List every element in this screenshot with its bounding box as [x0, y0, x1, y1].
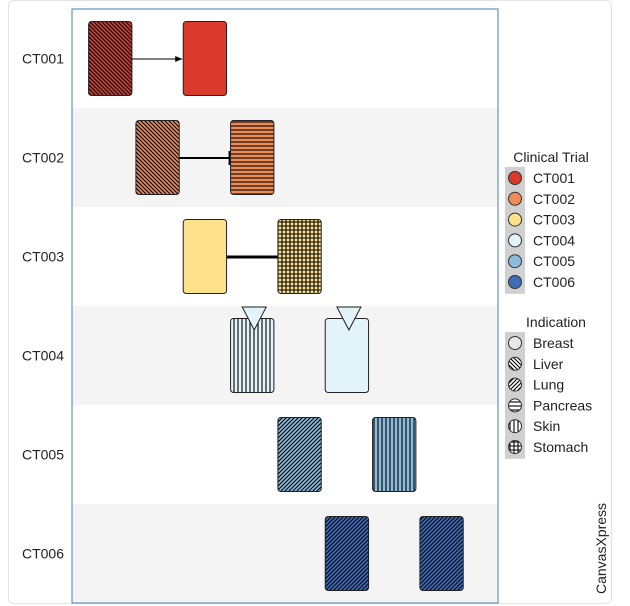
milestone-marker — [336, 306, 362, 332]
task-bars — [88, 21, 464, 591]
legend-label: CT003 — [533, 212, 575, 228]
legend-marker — [508, 191, 522, 206]
legend-swatch-bg — [505, 167, 525, 294]
task-bar — [135, 120, 180, 195]
task-bar — [372, 417, 417, 492]
watermark-text: CanvasXpress — [593, 503, 609, 594]
task-bar — [88, 21, 133, 96]
row-bands — [72, 9, 498, 603]
legend-marker — [508, 419, 522, 434]
y-tick-label: CT003 — [22, 249, 64, 265]
legend-label: CT004 — [533, 232, 575, 248]
task-bar — [419, 516, 464, 591]
legend: Clinical Trial CT001 CT002 CT003 CT004 CT005 C… — [505, 149, 592, 459]
legend-marker — [508, 398, 522, 413]
task-bar — [230, 120, 275, 195]
legend-label: Lung — [533, 377, 564, 393]
legend-marker — [508, 440, 522, 454]
y-tick-label: CT002 — [22, 150, 64, 166]
row-band-ct004 — [72, 306, 498, 405]
legend-label: Breast — [533, 335, 574, 351]
dependency-links — [131, 56, 278, 259]
legend-label: Skin — [533, 418, 560, 434]
task-bar — [324, 318, 370, 393]
plot-area-border — [71, 8, 499, 604]
y-tick-label: CT001 — [22, 51, 64, 67]
legend-label: CT002 — [533, 191, 575, 207]
task-bar — [230, 318, 275, 393]
task-bar — [324, 516, 370, 591]
y-tick-label: CT004 — [22, 348, 64, 364]
legend-label: CT005 — [533, 253, 575, 269]
task-bar — [277, 417, 322, 492]
legend-label: Liver — [533, 356, 564, 372]
legend-marker — [508, 254, 522, 269]
y-axis-labels: CT001 CT002 CT003 CT004 CT005 CT006 — [22, 51, 64, 562]
milestone-marker — [241, 306, 268, 332]
legend-marker — [508, 212, 522, 227]
task-bar — [182, 219, 228, 294]
legend-label: Pancreas — [533, 397, 592, 413]
legend-label: CT006 — [533, 274, 575, 290]
legend-label: CT001 — [533, 170, 575, 186]
legend-marker — [508, 171, 522, 185]
y-tick-label: CT006 — [22, 546, 64, 562]
legend-marker — [508, 336, 522, 350]
legend-marker — [508, 233, 522, 248]
legend-marker — [508, 377, 522, 392]
task-bar — [182, 21, 228, 96]
task-bar — [277, 219, 322, 294]
legend-label: Stomach — [533, 439, 588, 455]
legend-marker — [508, 275, 522, 289]
legend-swatch-bg — [505, 332, 525, 459]
legend-title: Indication — [526, 314, 586, 330]
legend-title: Clinical Trial — [513, 149, 588, 165]
y-tick-label: CT005 — [22, 447, 64, 463]
legend-marker — [508, 356, 522, 371]
milestone-markers — [241, 306, 362, 332]
